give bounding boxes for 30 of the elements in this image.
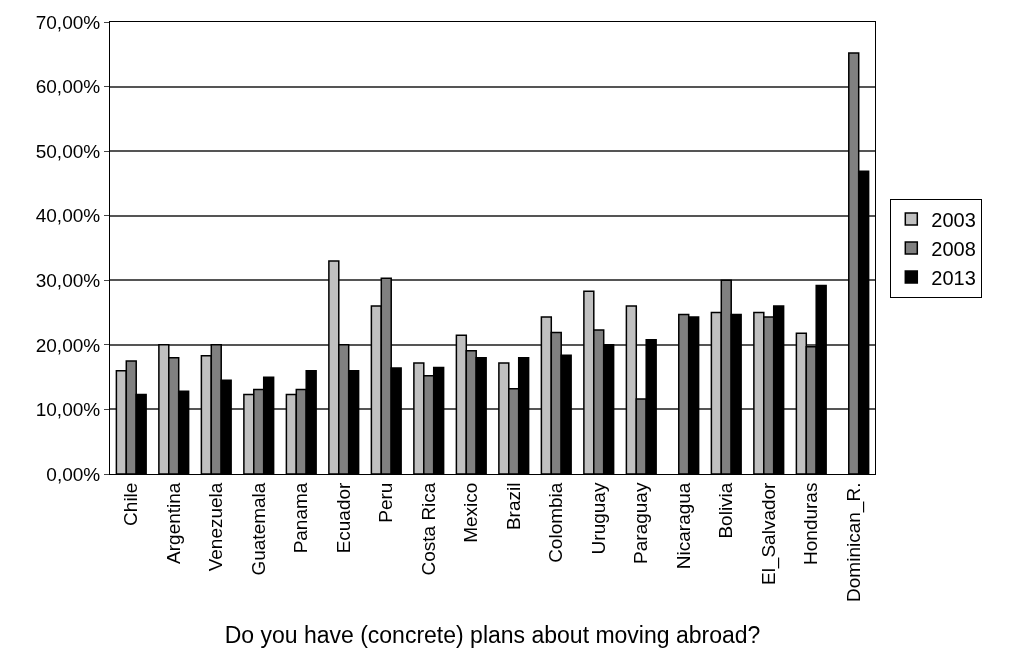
y-tick-label: 10,00% xyxy=(35,399,101,421)
x-tick-label: Mexico xyxy=(460,482,482,543)
x-tick-label: Honduras xyxy=(800,482,822,565)
x-tick-label: Colombia xyxy=(545,482,567,563)
x-tick-label: Peru xyxy=(375,482,397,523)
y-tick-label: 60,00% xyxy=(35,76,101,98)
x-tick-label: Guatemala xyxy=(247,482,269,576)
x-tick-label: Brazil xyxy=(502,482,524,531)
x-tick-label: Argentina xyxy=(162,482,184,564)
x-tick-label: Chile xyxy=(120,482,142,526)
x-tick-label: El_Salvador xyxy=(757,481,780,586)
y-tick-label: 50,00% xyxy=(35,140,101,162)
x-tick-label: Ecuador xyxy=(332,481,354,554)
legend-label: 2013 xyxy=(931,266,976,289)
y-tick-label: 40,00% xyxy=(35,205,101,227)
x-tick-label: Bolivia xyxy=(715,482,737,539)
x-tick-label: Paraguay xyxy=(630,482,652,564)
y-tick-label: 30,00% xyxy=(35,269,101,291)
x-tick-label: Costa Rica xyxy=(417,482,439,576)
y-tick-label: 20,00% xyxy=(35,334,101,356)
x-tick-label: Panama xyxy=(290,482,312,554)
x-tick-label: Uruguay xyxy=(587,482,609,555)
legend-label: 2008 xyxy=(931,237,976,260)
x-tick-label: Nicaragua xyxy=(672,482,694,570)
x-axis-title: Do you have (concrete) plans about moving abroad? xyxy=(224,621,761,648)
x-tick-label: Dominican_R. xyxy=(842,482,865,602)
legend-label: 2003 xyxy=(931,208,976,231)
y-tick-label: 0,00% xyxy=(46,463,101,485)
y-tick-label: 70,00% xyxy=(35,11,101,33)
x-tick-label: Venezuela xyxy=(205,482,227,572)
